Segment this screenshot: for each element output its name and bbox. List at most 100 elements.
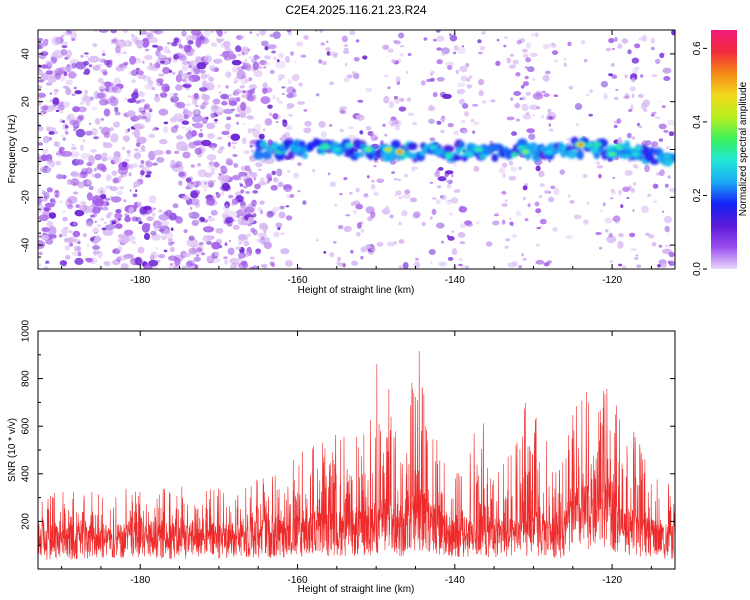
noise-blob bbox=[286, 93, 294, 99]
noise-blob bbox=[632, 182, 637, 186]
noise-blob bbox=[135, 115, 141, 121]
noise-blob bbox=[91, 106, 98, 111]
noise-blob bbox=[389, 100, 394, 109]
noise-blob bbox=[541, 90, 546, 94]
noise-blob bbox=[94, 118, 101, 125]
noise-blob bbox=[637, 122, 640, 127]
noise-blob bbox=[120, 67, 125, 72]
x-tick-label: -120 bbox=[602, 275, 622, 286]
noise-blob bbox=[355, 203, 364, 210]
noise-blob bbox=[259, 59, 267, 66]
noise-blob bbox=[43, 155, 48, 161]
noise-blob bbox=[241, 65, 246, 70]
noise-blob bbox=[543, 93, 550, 97]
noise-blob bbox=[70, 146, 77, 150]
noise-blob bbox=[609, 260, 614, 263]
noise-blob bbox=[632, 67, 639, 75]
noise-blob bbox=[381, 208, 391, 215]
noise-blob bbox=[651, 242, 657, 247]
band-blob bbox=[259, 140, 268, 149]
noise-blob bbox=[136, 115, 143, 120]
noise-blob bbox=[168, 69, 173, 74]
noise-blob bbox=[105, 185, 112, 189]
noise-blob bbox=[466, 77, 471, 82]
noise-blob bbox=[280, 248, 290, 255]
band-blob bbox=[407, 142, 418, 151]
noise-blob bbox=[124, 213, 129, 216]
noise-blob bbox=[608, 232, 613, 238]
noise-blob bbox=[501, 219, 506, 225]
noise-blob bbox=[93, 167, 97, 172]
noise-blob bbox=[389, 214, 394, 219]
noise-blob bbox=[244, 165, 251, 172]
noise-blob bbox=[202, 101, 209, 106]
noise-blob bbox=[99, 88, 105, 92]
noise-blob bbox=[150, 30, 158, 34]
noise-blob bbox=[74, 257, 84, 265]
noise-blob bbox=[275, 121, 279, 123]
noise-blob bbox=[62, 174, 67, 180]
snr-ylabel: SNR (10 * v/v) bbox=[7, 418, 18, 482]
noise-blob bbox=[638, 125, 643, 129]
spectrogram-ylabel: Frequency (Hz) bbox=[7, 115, 18, 184]
noise-blob bbox=[158, 209, 163, 213]
noise-blob bbox=[159, 138, 168, 145]
noise-blob bbox=[280, 232, 285, 235]
noise-blob bbox=[616, 118, 622, 124]
noise-blob bbox=[496, 38, 500, 42]
noise-blob bbox=[550, 185, 556, 190]
noise-blob bbox=[343, 225, 352, 233]
noise-blob bbox=[504, 199, 508, 203]
noise-blob bbox=[182, 151, 191, 159]
noise-blob bbox=[322, 60, 327, 66]
noise-blob bbox=[139, 175, 143, 178]
noise-blob bbox=[182, 72, 191, 79]
noise-blob bbox=[65, 79, 73, 86]
noise-blob bbox=[522, 48, 528, 53]
noise-blob bbox=[97, 57, 104, 62]
noise-blob bbox=[187, 260, 196, 266]
noise-blob bbox=[221, 191, 225, 196]
noise-blob bbox=[347, 134, 357, 142]
noise-blob bbox=[220, 42, 227, 48]
noise-blob bbox=[214, 107, 224, 115]
noise-blob bbox=[559, 169, 566, 175]
band-blob bbox=[419, 151, 425, 156]
noise-blob bbox=[667, 260, 672, 264]
noise-blob bbox=[156, 45, 163, 52]
noise-blob bbox=[189, 206, 193, 210]
noise-blob bbox=[336, 260, 340, 266]
noise-blob bbox=[144, 103, 151, 110]
noise-blob bbox=[175, 216, 184, 224]
noise-blob bbox=[400, 45, 405, 48]
noise-blob bbox=[213, 121, 218, 124]
noise-blob bbox=[91, 173, 95, 178]
noise-blob bbox=[173, 92, 179, 97]
noise-blob bbox=[618, 189, 622, 196]
noise-blob bbox=[207, 223, 212, 226]
noise-blob bbox=[41, 148, 49, 154]
noise-blob bbox=[252, 229, 258, 236]
noise-blob bbox=[432, 197, 437, 200]
noise-blob bbox=[188, 247, 198, 255]
noise-blob bbox=[176, 141, 188, 152]
noise-blob bbox=[548, 159, 551, 163]
noise-blob bbox=[46, 61, 52, 70]
noise-blob bbox=[240, 165, 248, 171]
noise-blob bbox=[73, 245, 81, 252]
noise-blob bbox=[618, 233, 624, 238]
noise-blob bbox=[57, 104, 65, 111]
noise-blob bbox=[193, 256, 201, 262]
noise-blob bbox=[316, 239, 319, 242]
noise-blob bbox=[67, 230, 73, 234]
noise-blob bbox=[465, 63, 470, 67]
band-blob bbox=[576, 149, 584, 160]
noise-blob bbox=[63, 237, 74, 243]
noise-blob bbox=[169, 163, 180, 169]
noise-blob bbox=[628, 109, 633, 112]
noise-blob bbox=[69, 242, 74, 247]
noise-blob bbox=[398, 196, 402, 199]
noise-blob bbox=[60, 41, 69, 46]
noise-blob bbox=[139, 91, 142, 94]
noise-blob bbox=[43, 192, 50, 200]
